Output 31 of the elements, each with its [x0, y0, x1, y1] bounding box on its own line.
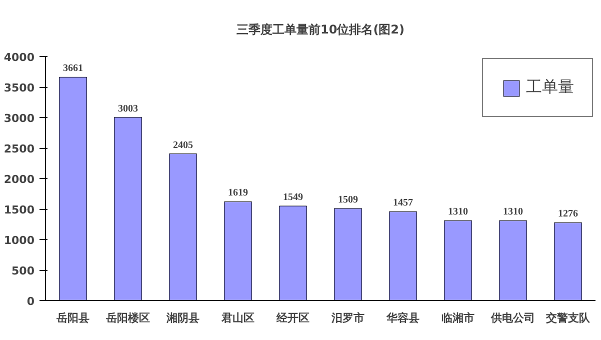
x-tick-label: 君山区	[220, 312, 254, 324]
y-tick-label: 2000	[4, 173, 35, 186]
y-tick-label: 3000	[4, 112, 35, 125]
x-tick-label: 供电公司	[490, 312, 535, 324]
data-label: 1457	[393, 198, 413, 209]
x-tick-label: 湘阴县	[166, 312, 200, 324]
x-tick-label: 岳阳县	[56, 312, 90, 324]
y-tick-label: 0	[26, 295, 35, 308]
data-label: 1310	[503, 206, 523, 218]
x-tick-label: 经开区	[276, 312, 310, 324]
x-tick-label: 华容县	[386, 312, 420, 324]
data-label: 3003	[118, 103, 138, 114]
x-tick-label: 岳阳楼区	[105, 312, 150, 324]
y-tick-label: 3500	[4, 82, 35, 94]
data-label: 1549	[283, 192, 303, 204]
data-label: 2405	[173, 140, 193, 151]
chart-title: 三季度工单量前10位排名(图2)	[236, 22, 405, 36]
y-tick-label: 1500	[4, 204, 35, 216]
y-tick-label: 2500	[4, 142, 35, 156]
data-label: 1310	[448, 206, 468, 218]
legend-label: 工单量	[526, 77, 574, 98]
y-tick-label: 4000	[4, 51, 35, 64]
data-label: 1509	[338, 194, 358, 206]
data-label: 3661	[63, 63, 83, 74]
x-tick-label: 临湘市	[442, 312, 474, 324]
data-label: 1619	[228, 188, 248, 199]
y-tick-label: 500	[12, 264, 35, 278]
data-label: 1276	[558, 208, 578, 220]
x-tick-label: 汨罗市	[330, 312, 364, 324]
y-tick-label: 1000	[4, 234, 35, 247]
x-tick-label: 交警支队	[545, 312, 591, 324]
